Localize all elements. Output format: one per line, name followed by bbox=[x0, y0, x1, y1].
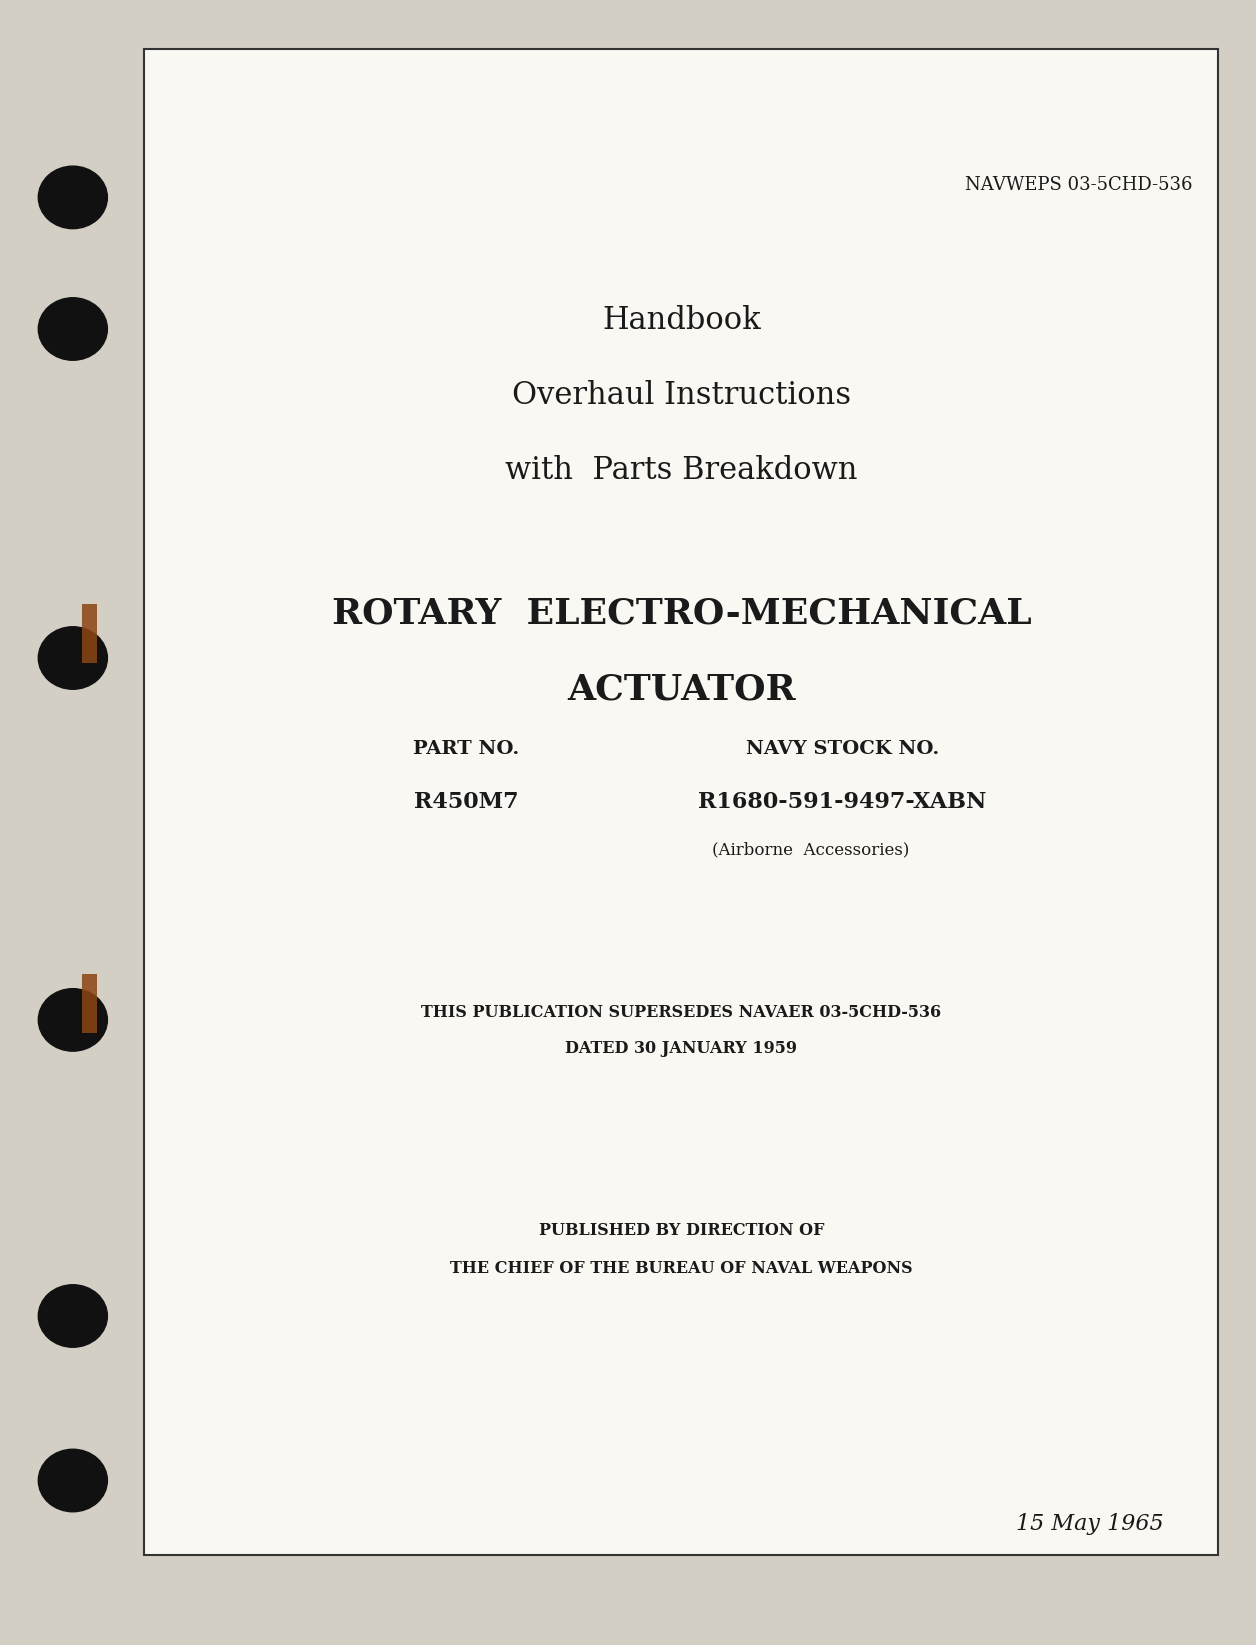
Ellipse shape bbox=[38, 1449, 107, 1512]
Text: Handbook: Handbook bbox=[602, 304, 761, 336]
FancyBboxPatch shape bbox=[144, 49, 1218, 1555]
Text: NAVY STOCK NO.: NAVY STOCK NO. bbox=[746, 740, 939, 758]
Text: PART NO.: PART NO. bbox=[413, 740, 520, 758]
Ellipse shape bbox=[38, 989, 107, 1051]
Text: (Airborne  Accessories): (Airborne Accessories) bbox=[712, 842, 909, 859]
Text: PUBLISHED BY DIRECTION OF: PUBLISHED BY DIRECTION OF bbox=[539, 1222, 824, 1239]
Bar bbox=[82, 604, 97, 663]
Text: DATED 30 JANUARY 1959: DATED 30 JANUARY 1959 bbox=[565, 1040, 798, 1058]
Text: THE CHIEF OF THE BUREAU OF NAVAL WEAPONS: THE CHIEF OF THE BUREAU OF NAVAL WEAPONS bbox=[450, 1260, 913, 1277]
Text: ROTARY  ELECTRO-MECHANICAL: ROTARY ELECTRO-MECHANICAL bbox=[332, 597, 1031, 630]
Text: with  Parts Breakdown: with Parts Breakdown bbox=[505, 456, 858, 487]
Text: Overhaul Instructions: Overhaul Instructions bbox=[511, 380, 852, 411]
Ellipse shape bbox=[38, 627, 107, 689]
Text: R450M7: R450M7 bbox=[414, 791, 519, 813]
Bar bbox=[82, 974, 97, 1033]
Text: THIS PUBLICATION SUPERSEDES NAVAER 03-5CHD-536: THIS PUBLICATION SUPERSEDES NAVAER 03-5C… bbox=[421, 1003, 942, 1022]
Text: R1680-591-9497-XABN: R1680-591-9497-XABN bbox=[698, 791, 987, 813]
Text: NAVWEPS 03-5CHD-536: NAVWEPS 03-5CHD-536 bbox=[965, 176, 1192, 194]
Ellipse shape bbox=[38, 298, 107, 360]
Ellipse shape bbox=[38, 1285, 107, 1347]
Text: 15 May 1965: 15 May 1965 bbox=[1016, 1513, 1163, 1535]
Ellipse shape bbox=[38, 166, 107, 229]
Text: ACTUATOR: ACTUATOR bbox=[566, 673, 796, 706]
